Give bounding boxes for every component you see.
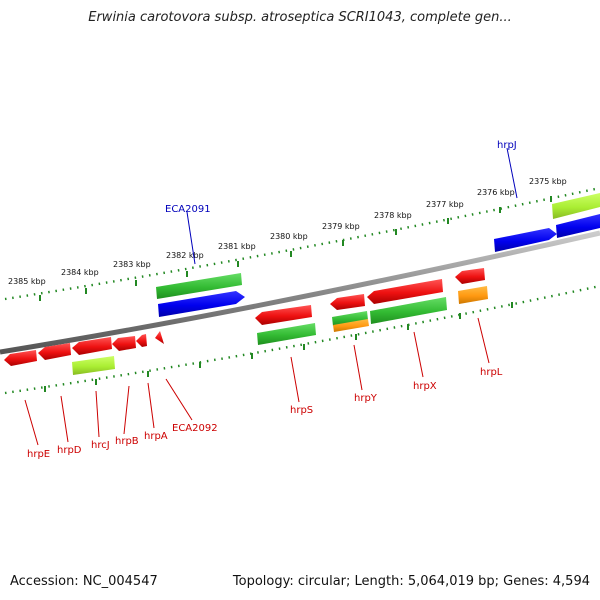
gene-label[interactable]: ECA2092	[172, 423, 218, 434]
gene-arrow-green[interactable]	[257, 323, 316, 345]
leader-line	[186, 211, 196, 265]
scale-label: 2383 kbp	[113, 260, 151, 269]
gene-label[interactable]: hrpB	[115, 436, 139, 447]
scale-label: 2378 kbp	[374, 211, 412, 220]
leader-line	[24, 399, 39, 446]
gene-arrow-red[interactable]	[367, 279, 443, 304]
gene-arrow-orange[interactable]	[458, 286, 488, 304]
gene-arrow-blue[interactable]	[556, 214, 600, 238]
leader-line	[477, 317, 490, 364]
label-leaders	[24, 147, 518, 446]
gene-label[interactable]: hrpD	[57, 445, 82, 456]
gene-label[interactable]: hrpY	[354, 393, 378, 404]
scale-label: 2376 kbp	[477, 188, 515, 197]
leader-line	[60, 395, 69, 443]
gene-arrow-red[interactable]	[155, 331, 164, 344]
gene-label[interactable]: hrpS	[290, 405, 313, 416]
leader-line	[165, 378, 193, 421]
gene-label[interactable]: hrpJ	[497, 140, 517, 151]
leader-line	[147, 382, 155, 429]
gene-labels: ECA2091 hrpJ hrpE hrpD hrcJ hrpB hrpA EC…	[27, 140, 517, 460]
leader-line	[413, 331, 424, 378]
forward-genes	[156, 193, 600, 317]
chromosome-backbone	[0, 230, 600, 355]
gene-label[interactable]: ECA2091	[165, 204, 211, 215]
gene-label[interactable]: hrpX	[413, 381, 437, 392]
accession-text: Accession: NC_004547	[10, 574, 158, 589]
gene-arrow-red[interactable]	[136, 334, 147, 347]
gene-arrow-red[interactable]	[330, 294, 365, 310]
gene-arrow-orange[interactable]	[333, 319, 369, 332]
scale-label: 2384 kbp	[61, 268, 99, 277]
gene-arrow-red[interactable]	[72, 337, 112, 355]
gene-label[interactable]: hrpE	[27, 449, 50, 460]
gene-arrow-red[interactable]	[455, 268, 485, 284]
gene-arrow-red[interactable]	[38, 343, 71, 360]
scale-label: 2382 kbp	[166, 251, 204, 260]
leader-line	[123, 385, 130, 435]
genome-summary-text: Topology: circular; Length: 5,064,019 bp…	[232, 574, 590, 589]
gene-arrow-lime[interactable]	[552, 193, 600, 219]
leader-line	[95, 390, 100, 438]
gene-arrow-blue[interactable]	[494, 228, 557, 252]
gene-arrow-lime[interactable]	[72, 356, 115, 375]
gene-arrow-blue[interactable]	[158, 291, 245, 317]
gene-arrow-green[interactable]	[156, 273, 242, 299]
gene-arrow-green[interactable]	[332, 311, 368, 326]
scale-label: 2385 kbp	[8, 277, 46, 286]
scale-labels: 2385 kbp 2384 kbp 2383 kbp 2382 kbp 2381…	[8, 177, 567, 286]
gene-arrow-red[interactable]	[112, 336, 136, 351]
leader-line	[290, 356, 300, 403]
gene-arrow-green[interactable]	[370, 297, 447, 324]
gene-arrow-red[interactable]	[255, 305, 312, 325]
gene-arrow-red[interactable]	[4, 350, 37, 366]
scale-label: 2379 kbp	[322, 222, 360, 231]
scale-ticks	[39, 196, 552, 392]
gene-label[interactable]: hrpL	[480, 367, 503, 378]
gene-label[interactable]: hrcJ	[91, 440, 110, 451]
scale-label: 2375 kbp	[529, 177, 567, 186]
leader-line	[353, 344, 363, 391]
scale-track-upper	[4, 186, 600, 301]
map-title: Erwinia carotovora subsp. atroseptica SC…	[88, 10, 512, 25]
leader-line	[506, 147, 518, 199]
reverse-genes	[4, 268, 488, 375]
scale-label: 2380 kbp	[270, 232, 308, 241]
scale-track-lower	[4, 284, 600, 395]
scale-label: 2377 kbp	[426, 200, 464, 209]
gene-label[interactable]: hrpA	[144, 431, 168, 442]
scale-label: 2381 kbp	[218, 242, 256, 251]
